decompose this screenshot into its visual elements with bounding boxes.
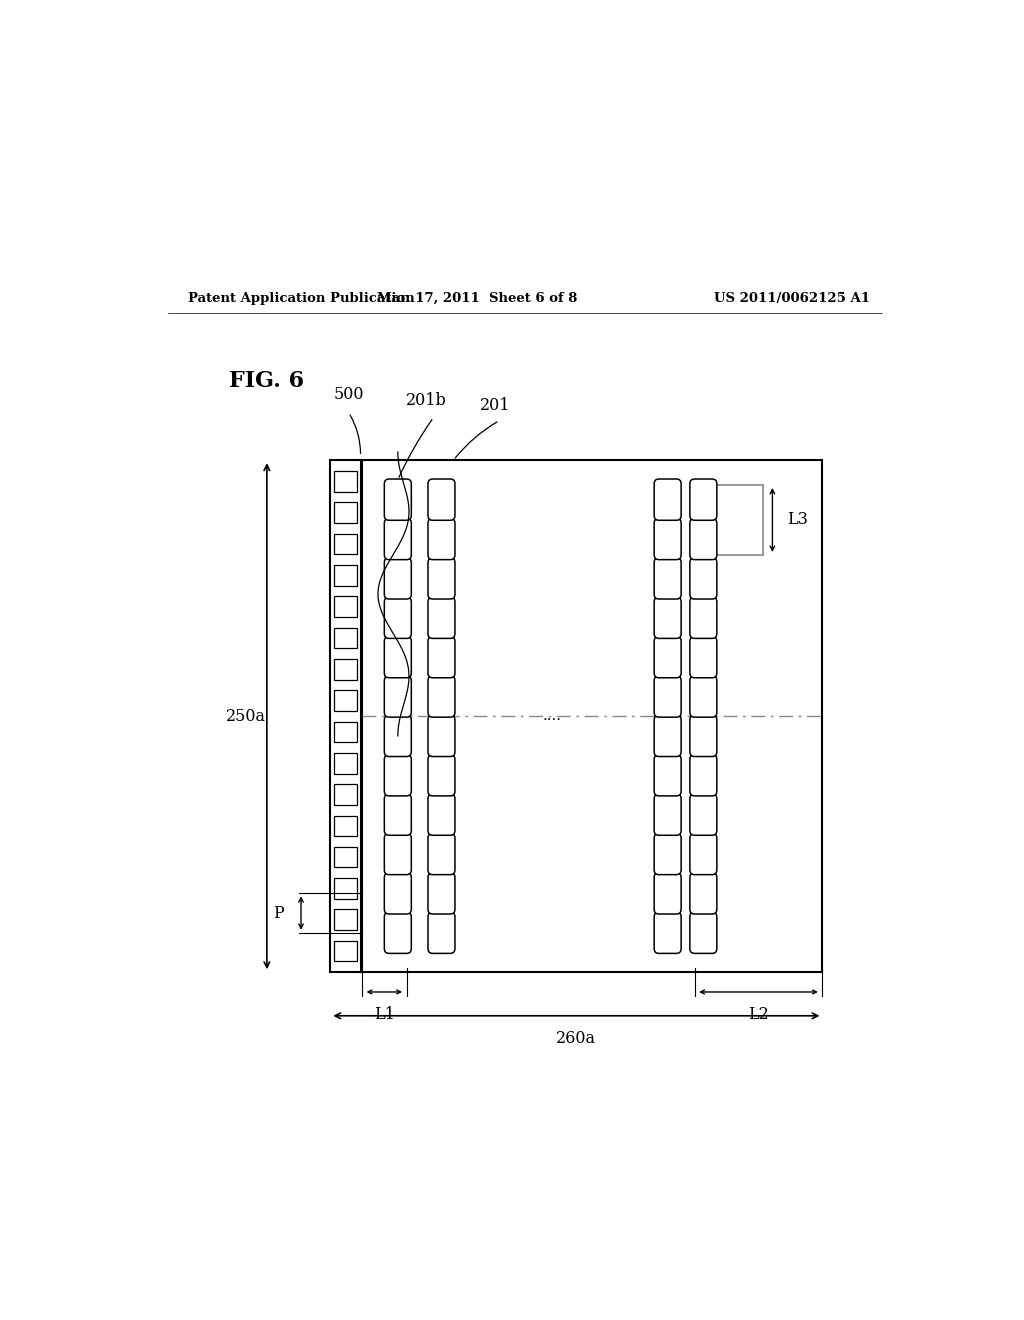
Text: US 2011/0062125 A1: US 2011/0062125 A1 <box>714 292 870 305</box>
FancyBboxPatch shape <box>428 519 455 560</box>
Text: ....: .... <box>543 709 562 723</box>
Text: 260a: 260a <box>556 1030 596 1047</box>
FancyBboxPatch shape <box>690 833 717 875</box>
FancyBboxPatch shape <box>428 558 455 599</box>
Text: L1: L1 <box>374 1006 395 1023</box>
Bar <box>334 909 357 931</box>
Text: FIG. 6: FIG. 6 <box>229 370 304 392</box>
FancyBboxPatch shape <box>690 636 717 677</box>
Text: 250a: 250a <box>225 708 265 725</box>
FancyBboxPatch shape <box>384 715 412 756</box>
FancyBboxPatch shape <box>690 519 717 560</box>
FancyBboxPatch shape <box>428 873 455 913</box>
Text: Patent Application Publication: Patent Application Publication <box>187 292 415 305</box>
Text: L3: L3 <box>786 511 808 528</box>
FancyBboxPatch shape <box>428 795 455 836</box>
Bar <box>334 690 357 711</box>
FancyBboxPatch shape <box>428 833 455 875</box>
FancyBboxPatch shape <box>384 558 412 599</box>
FancyBboxPatch shape <box>690 795 717 836</box>
Bar <box>334 597 357 616</box>
FancyBboxPatch shape <box>690 873 717 913</box>
FancyBboxPatch shape <box>654 873 681 913</box>
FancyBboxPatch shape <box>690 479 717 520</box>
FancyBboxPatch shape <box>654 795 681 836</box>
FancyBboxPatch shape <box>690 676 717 717</box>
FancyBboxPatch shape <box>654 558 681 599</box>
FancyBboxPatch shape <box>384 833 412 875</box>
Bar <box>334 627 357 648</box>
Text: 201: 201 <box>480 397 511 414</box>
FancyBboxPatch shape <box>428 479 455 520</box>
Bar <box>334 784 357 805</box>
FancyBboxPatch shape <box>384 912 412 953</box>
FancyBboxPatch shape <box>690 755 717 796</box>
FancyBboxPatch shape <box>384 519 412 560</box>
FancyBboxPatch shape <box>384 795 412 836</box>
FancyBboxPatch shape <box>690 597 717 639</box>
FancyBboxPatch shape <box>654 636 681 677</box>
Bar <box>331 461 360 972</box>
Text: P: P <box>272 904 284 921</box>
FancyBboxPatch shape <box>428 636 455 677</box>
Text: Mar. 17, 2011  Sheet 6 of 8: Mar. 17, 2011 Sheet 6 of 8 <box>377 292 578 305</box>
Bar <box>334 752 357 774</box>
Text: 201b: 201b <box>407 392 446 409</box>
FancyBboxPatch shape <box>384 873 412 913</box>
FancyBboxPatch shape <box>690 715 717 756</box>
FancyBboxPatch shape <box>654 912 681 953</box>
FancyBboxPatch shape <box>690 558 717 599</box>
FancyBboxPatch shape <box>428 676 455 717</box>
FancyBboxPatch shape <box>384 636 412 677</box>
FancyBboxPatch shape <box>690 912 717 953</box>
Bar <box>334 471 357 491</box>
FancyBboxPatch shape <box>654 519 681 560</box>
FancyBboxPatch shape <box>384 676 412 717</box>
Bar <box>334 503 357 523</box>
Bar <box>334 533 357 554</box>
Bar <box>362 461 822 972</box>
Bar <box>334 941 357 961</box>
Bar <box>334 722 357 742</box>
FancyBboxPatch shape <box>654 755 681 796</box>
Bar <box>334 659 357 680</box>
FancyBboxPatch shape <box>428 715 455 756</box>
Bar <box>334 565 357 586</box>
FancyBboxPatch shape <box>654 715 681 756</box>
Bar <box>334 847 357 867</box>
FancyBboxPatch shape <box>384 479 412 520</box>
FancyBboxPatch shape <box>428 597 455 639</box>
Bar <box>334 816 357 836</box>
FancyBboxPatch shape <box>654 597 681 639</box>
FancyBboxPatch shape <box>654 833 681 875</box>
Text: L2: L2 <box>749 1006 769 1023</box>
FancyBboxPatch shape <box>654 479 681 520</box>
FancyBboxPatch shape <box>384 597 412 639</box>
FancyBboxPatch shape <box>654 676 681 717</box>
Bar <box>334 878 357 899</box>
FancyBboxPatch shape <box>384 755 412 796</box>
Text: 500: 500 <box>334 387 364 403</box>
FancyBboxPatch shape <box>428 755 455 796</box>
FancyBboxPatch shape <box>428 912 455 953</box>
